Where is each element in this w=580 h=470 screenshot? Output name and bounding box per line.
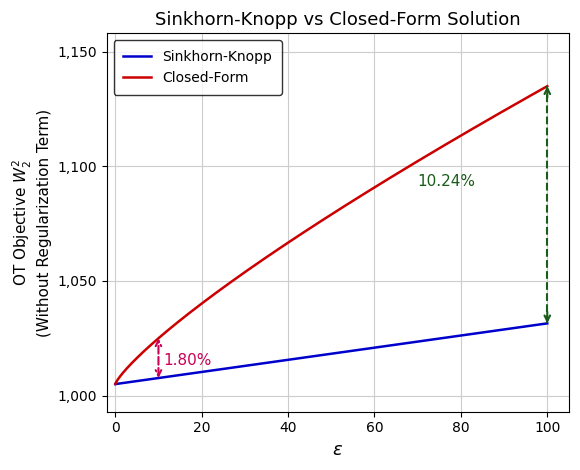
Line: Sinkhorn-Knopp: Sinkhorn-Knopp (115, 323, 548, 384)
Closed-Form (408, 162, 415, 167)
Closed-Form (544, 83, 551, 89)
Sinkhorn-Knopp (544, 321, 551, 326)
Sinkhorn-Knopp (449, 334, 456, 339)
Sinkhorn-Knopp (408, 340, 415, 345)
Closed-Form (456, 133, 463, 139)
Closed-Form (287, 239, 293, 244)
Legend: Sinkhorn-Knopp, Closed-Form: Sinkhorn-Knopp, Closed-Form (114, 40, 282, 95)
Text: 1.80%: 1.80% (164, 353, 212, 368)
Sinkhorn-Knopp (156, 375, 163, 381)
Y-axis label: OT Objective $W_2^2$
(Without Regularization Term): OT Objective $W_2^2$ (Without Regulariza… (11, 109, 52, 337)
Sinkhorn-Knopp (112, 381, 119, 387)
Sinkhorn-Knopp (287, 357, 293, 362)
Sinkhorn-Knopp (456, 333, 463, 338)
X-axis label: $\varepsilon$: $\varepsilon$ (332, 441, 343, 459)
Closed-Form (302, 228, 309, 234)
Closed-Form (449, 138, 456, 143)
Sinkhorn-Knopp (302, 354, 309, 360)
Text: 10.24%: 10.24% (418, 174, 476, 189)
Title: Sinkhorn-Knopp vs Closed-Form Solution: Sinkhorn-Knopp vs Closed-Form Solution (155, 11, 521, 29)
Line: Closed-Form: Closed-Form (115, 86, 548, 384)
Closed-Form (156, 335, 163, 340)
Closed-Form (112, 381, 119, 387)
